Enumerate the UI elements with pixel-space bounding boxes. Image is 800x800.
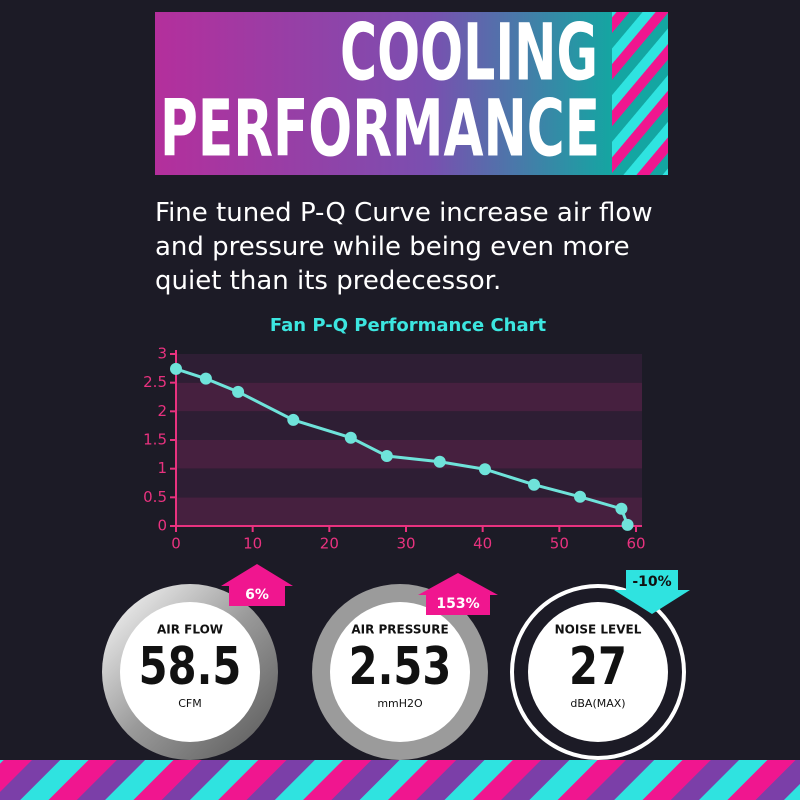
x-tick-label: 10 bbox=[243, 535, 262, 553]
title-line: COOLING bbox=[340, 8, 598, 98]
title-line: PERFORMANCE bbox=[160, 84, 600, 174]
stat-value: 27 bbox=[569, 636, 627, 697]
y-tick-label: 1.5 bbox=[143, 431, 167, 449]
stat-label: AIR PRESSURE bbox=[351, 623, 448, 637]
gauge-face bbox=[330, 602, 470, 742]
plot-band bbox=[176, 440, 642, 469]
data-point bbox=[574, 490, 587, 503]
description: Fine tuned P-Q Curve increase air flow a… bbox=[155, 196, 653, 298]
plot-band bbox=[176, 411, 642, 440]
banner-stripes bbox=[612, 12, 668, 175]
chart: 00.511.522.530 10 20 30 40 50 60 bbox=[143, 345, 645, 553]
y-tick-label: 0 bbox=[157, 517, 167, 535]
stat-unit: dBA(MAX) bbox=[570, 697, 625, 710]
x-tick-label: 0 bbox=[171, 535, 181, 553]
data-point bbox=[528, 478, 541, 491]
gauge-face bbox=[120, 602, 260, 742]
change-badge bbox=[418, 573, 498, 615]
description-line: and pressure while being even more bbox=[155, 232, 630, 262]
plot-band bbox=[176, 468, 642, 498]
stat-value: 58.5 bbox=[139, 636, 242, 697]
data-point bbox=[433, 455, 446, 468]
change-badge bbox=[221, 564, 293, 606]
banner bbox=[155, 12, 612, 175]
data-point bbox=[287, 413, 300, 426]
chart-title: Fan P-Q Performance Chart bbox=[270, 315, 547, 336]
data-point bbox=[478, 463, 491, 476]
y-tick-label: 0.5 bbox=[143, 488, 167, 506]
x-tick-label: 20 bbox=[320, 535, 339, 553]
data-point bbox=[615, 502, 628, 515]
x-tick-label: 40 bbox=[473, 535, 492, 553]
data-point bbox=[232, 385, 245, 398]
plot-band bbox=[176, 354, 642, 383]
data-point bbox=[380, 450, 393, 463]
y-tick-label: 1 bbox=[157, 459, 167, 477]
data-point bbox=[344, 431, 357, 444]
footer-stripes bbox=[0, 760, 800, 800]
y-tick-label: 2.5 bbox=[143, 373, 167, 391]
data-point bbox=[170, 362, 182, 375]
x-tick-label: 30 bbox=[396, 535, 415, 553]
plot-band bbox=[176, 382, 642, 412]
stat-unit: CFM bbox=[178, 697, 202, 710]
data-point bbox=[199, 372, 212, 385]
stat-label: AIR FLOW bbox=[157, 623, 223, 637]
y-tick-label: 2 bbox=[157, 402, 167, 420]
data-point bbox=[621, 518, 634, 531]
gauge-face bbox=[528, 602, 668, 742]
change-label: 6% bbox=[245, 587, 269, 603]
y-tick-label: 3 bbox=[157, 345, 167, 363]
x-tick-label: 60 bbox=[626, 535, 645, 553]
plot-band bbox=[176, 497, 642, 526]
x-tick-label: 50 bbox=[550, 535, 569, 553]
description-line: quiet than its predecessor. bbox=[155, 266, 502, 296]
change-badge bbox=[614, 570, 690, 614]
description-line: Fine tuned P-Q Curve increase air flow bbox=[155, 198, 653, 228]
stat-label: NOISE LEVEL bbox=[555, 623, 642, 637]
change-label: 153% bbox=[436, 596, 479, 612]
change-label: -10% bbox=[632, 574, 671, 590]
stat-value: 2.53 bbox=[349, 636, 452, 697]
stat-unit: mmH2O bbox=[377, 697, 423, 710]
